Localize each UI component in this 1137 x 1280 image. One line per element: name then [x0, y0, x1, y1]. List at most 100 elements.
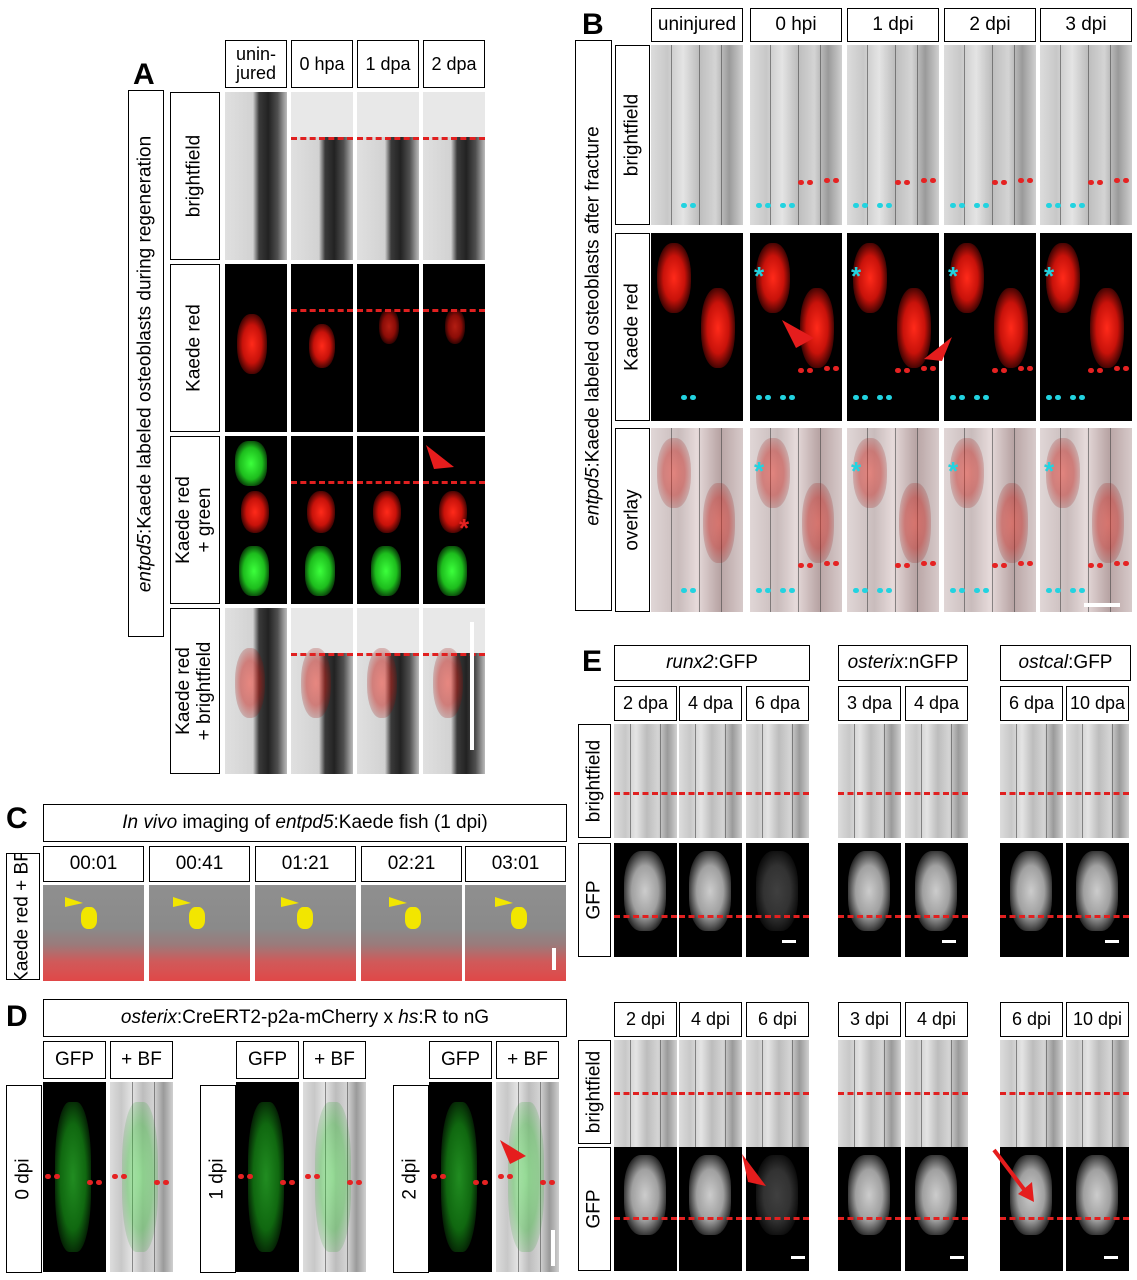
panel-a-image-r0-c1: [291, 92, 353, 260]
red-dashed-line: [1000, 1092, 1063, 1095]
bone-joint-line: [921, 724, 922, 838]
panel-d-image-1-1: [303, 1082, 366, 1272]
yellow-tracked-cell: [81, 907, 97, 929]
panel-e-letter: E: [582, 645, 603, 678]
panel-c-timepoint-3: 02:21: [361, 846, 462, 882]
red-dashed-line: [1000, 915, 1063, 918]
panel-e-brightfield-top-0-0: [614, 724, 677, 838]
red-dashed-line: [838, 792, 901, 795]
kaede-green-signal: [371, 546, 401, 596]
panel-c-letter: C: [6, 802, 28, 835]
bone-joint-line: [921, 1040, 922, 1154]
kaede-red-signal: [439, 491, 467, 533]
bone-joint-line: [1046, 1040, 1047, 1154]
panel-b-image-r1-c0: [651, 233, 743, 421]
cyan-dot-marker: [756, 395, 772, 400]
panel-e-gfp-top-0-0: [614, 843, 677, 957]
kaede-red-signal: [657, 243, 691, 313]
panel-b-col-1: 0 hpi: [750, 8, 842, 42]
panel-e-bottom-label-0-1: 4 dpi: [679, 1002, 742, 1037]
cyan-dot-marker: [780, 395, 796, 400]
kaede-red-signal: [445, 309, 465, 344]
panel-e-bottom-label-2-0: 6 dpi: [1000, 1002, 1063, 1037]
red-dashed-line: [614, 1217, 677, 1220]
cyan-dot-marker: [974, 588, 990, 593]
panel-e-row-2-text: brightfield: [583, 1050, 605, 1134]
kaede-red-overlay: [657, 438, 691, 508]
cyan-asterisk-marker: *: [1044, 261, 1055, 291]
bone-joint-line: [325, 1082, 326, 1272]
panel-b-row-1-text: Kaede red: [621, 283, 643, 371]
cyan-dot-marker: [1046, 395, 1062, 400]
bone-joint-line: [1014, 45, 1015, 225]
panel-e-gfp-top-0-1: [679, 843, 742, 957]
panel-e-brightfield-bottom-1-0: [838, 1040, 901, 1154]
cyan-asterisk-marker: *: [851, 456, 862, 486]
cyan-dot-marker: [681, 203, 697, 208]
cyan-dot-marker: [756, 203, 772, 208]
kaede-red-overlay: [367, 648, 397, 718]
red-dot-marker: [1018, 366, 1034, 371]
panel-a-image-r0-c0: [225, 92, 287, 260]
panel-c-timepoint-4: 03:01: [465, 846, 566, 882]
panel-d-col-2-0: GFP: [429, 1041, 492, 1079]
gfp-signal: [1076, 851, 1118, 931]
bone-joint-line: [992, 428, 993, 612]
red-dot-marker: [112, 1174, 128, 1179]
yellow-tracked-cell: [297, 907, 313, 929]
panel-a-image-r2-c1: [291, 436, 353, 604]
panel-d-letter: D: [6, 1000, 28, 1033]
panel-e-bottom-label-1-1: 4 dpi: [905, 1002, 968, 1037]
panel-d-row-2: 2 dpi: [393, 1085, 429, 1273]
panel-e-row-0-text: brightfield: [583, 739, 605, 823]
panel-a-image-r1-c1: [291, 264, 353, 432]
bone-joint-line: [884, 724, 885, 838]
bone-joint-line: [770, 428, 771, 612]
stump-background: [357, 92, 419, 137]
red-dashed-line: [291, 137, 353, 140]
gfp-signal: [624, 851, 666, 931]
red-dashed-line: [614, 1092, 677, 1095]
cyan-dot-marker: [877, 395, 893, 400]
panel-c-frame-4: [465, 885, 566, 981]
panel-e-gfp-bottom-2-0: [1000, 1147, 1063, 1271]
red-dashed-line: [746, 915, 809, 918]
red-dot-marker: [498, 1174, 514, 1179]
panel-e-brightfield-bottom-0-2: [746, 1040, 809, 1154]
panel-d-col-1-1: + BF: [303, 1041, 366, 1079]
panel-e-top-label-0-2: 6 dpa: [746, 686, 809, 721]
red-dashed-line: [746, 1217, 809, 1220]
bone-joint-line: [630, 724, 631, 838]
panel-c-title: In vivo imaging of entpd5:Kaede fish (1 …: [43, 804, 567, 842]
scale-bar: [950, 1256, 964, 1259]
panel-b-row-2: overlay: [615, 428, 650, 612]
red-dot-marker: [921, 561, 937, 566]
red-dot-marker: [347, 1180, 363, 1185]
panel-a-side-label: entpd5:Kaede labeled osteoblasts during …: [128, 90, 164, 637]
red-dot-marker: [45, 1174, 61, 1179]
panel-a-row-2: Kaede red + green: [170, 436, 220, 604]
panel-b-row-0: brightfield: [615, 45, 650, 225]
kaede-red-signal: [897, 288, 931, 368]
panel-e-gfp-bottom-1-1: [905, 1147, 968, 1271]
gfp-signal: [848, 1155, 890, 1235]
panel-a-row-1: Kaede red: [170, 264, 220, 432]
panel-d-col-0-0: GFP: [43, 1041, 106, 1079]
panel-e-brightfield-top-0-2: [746, 724, 809, 838]
red-dot-marker: [798, 180, 814, 185]
bone-joint-line: [798, 45, 799, 225]
panel-a-row-1-text: Kaede red: [183, 304, 205, 392]
bone-joint-line: [762, 724, 763, 838]
kaede-red-signal: [756, 243, 790, 313]
panel-b-image-r2-c3: *: [944, 428, 1036, 612]
panel-d-image-1-0: [236, 1082, 299, 1272]
panel-e-row-2: brightfield: [578, 1040, 611, 1144]
bone-joint-line: [1112, 724, 1113, 838]
cyan-dot-marker: [1070, 203, 1086, 208]
panel-e-row-1: GFP: [578, 843, 611, 957]
panel-e-bottom-label-1-0: 3 dpi: [838, 1002, 901, 1037]
red-dashed-line: [1000, 792, 1063, 795]
yellow-arrowhead-icon: [281, 897, 299, 907]
panel-b-image-r0-c2: [847, 45, 939, 225]
bone-joint-line: [951, 1040, 952, 1154]
